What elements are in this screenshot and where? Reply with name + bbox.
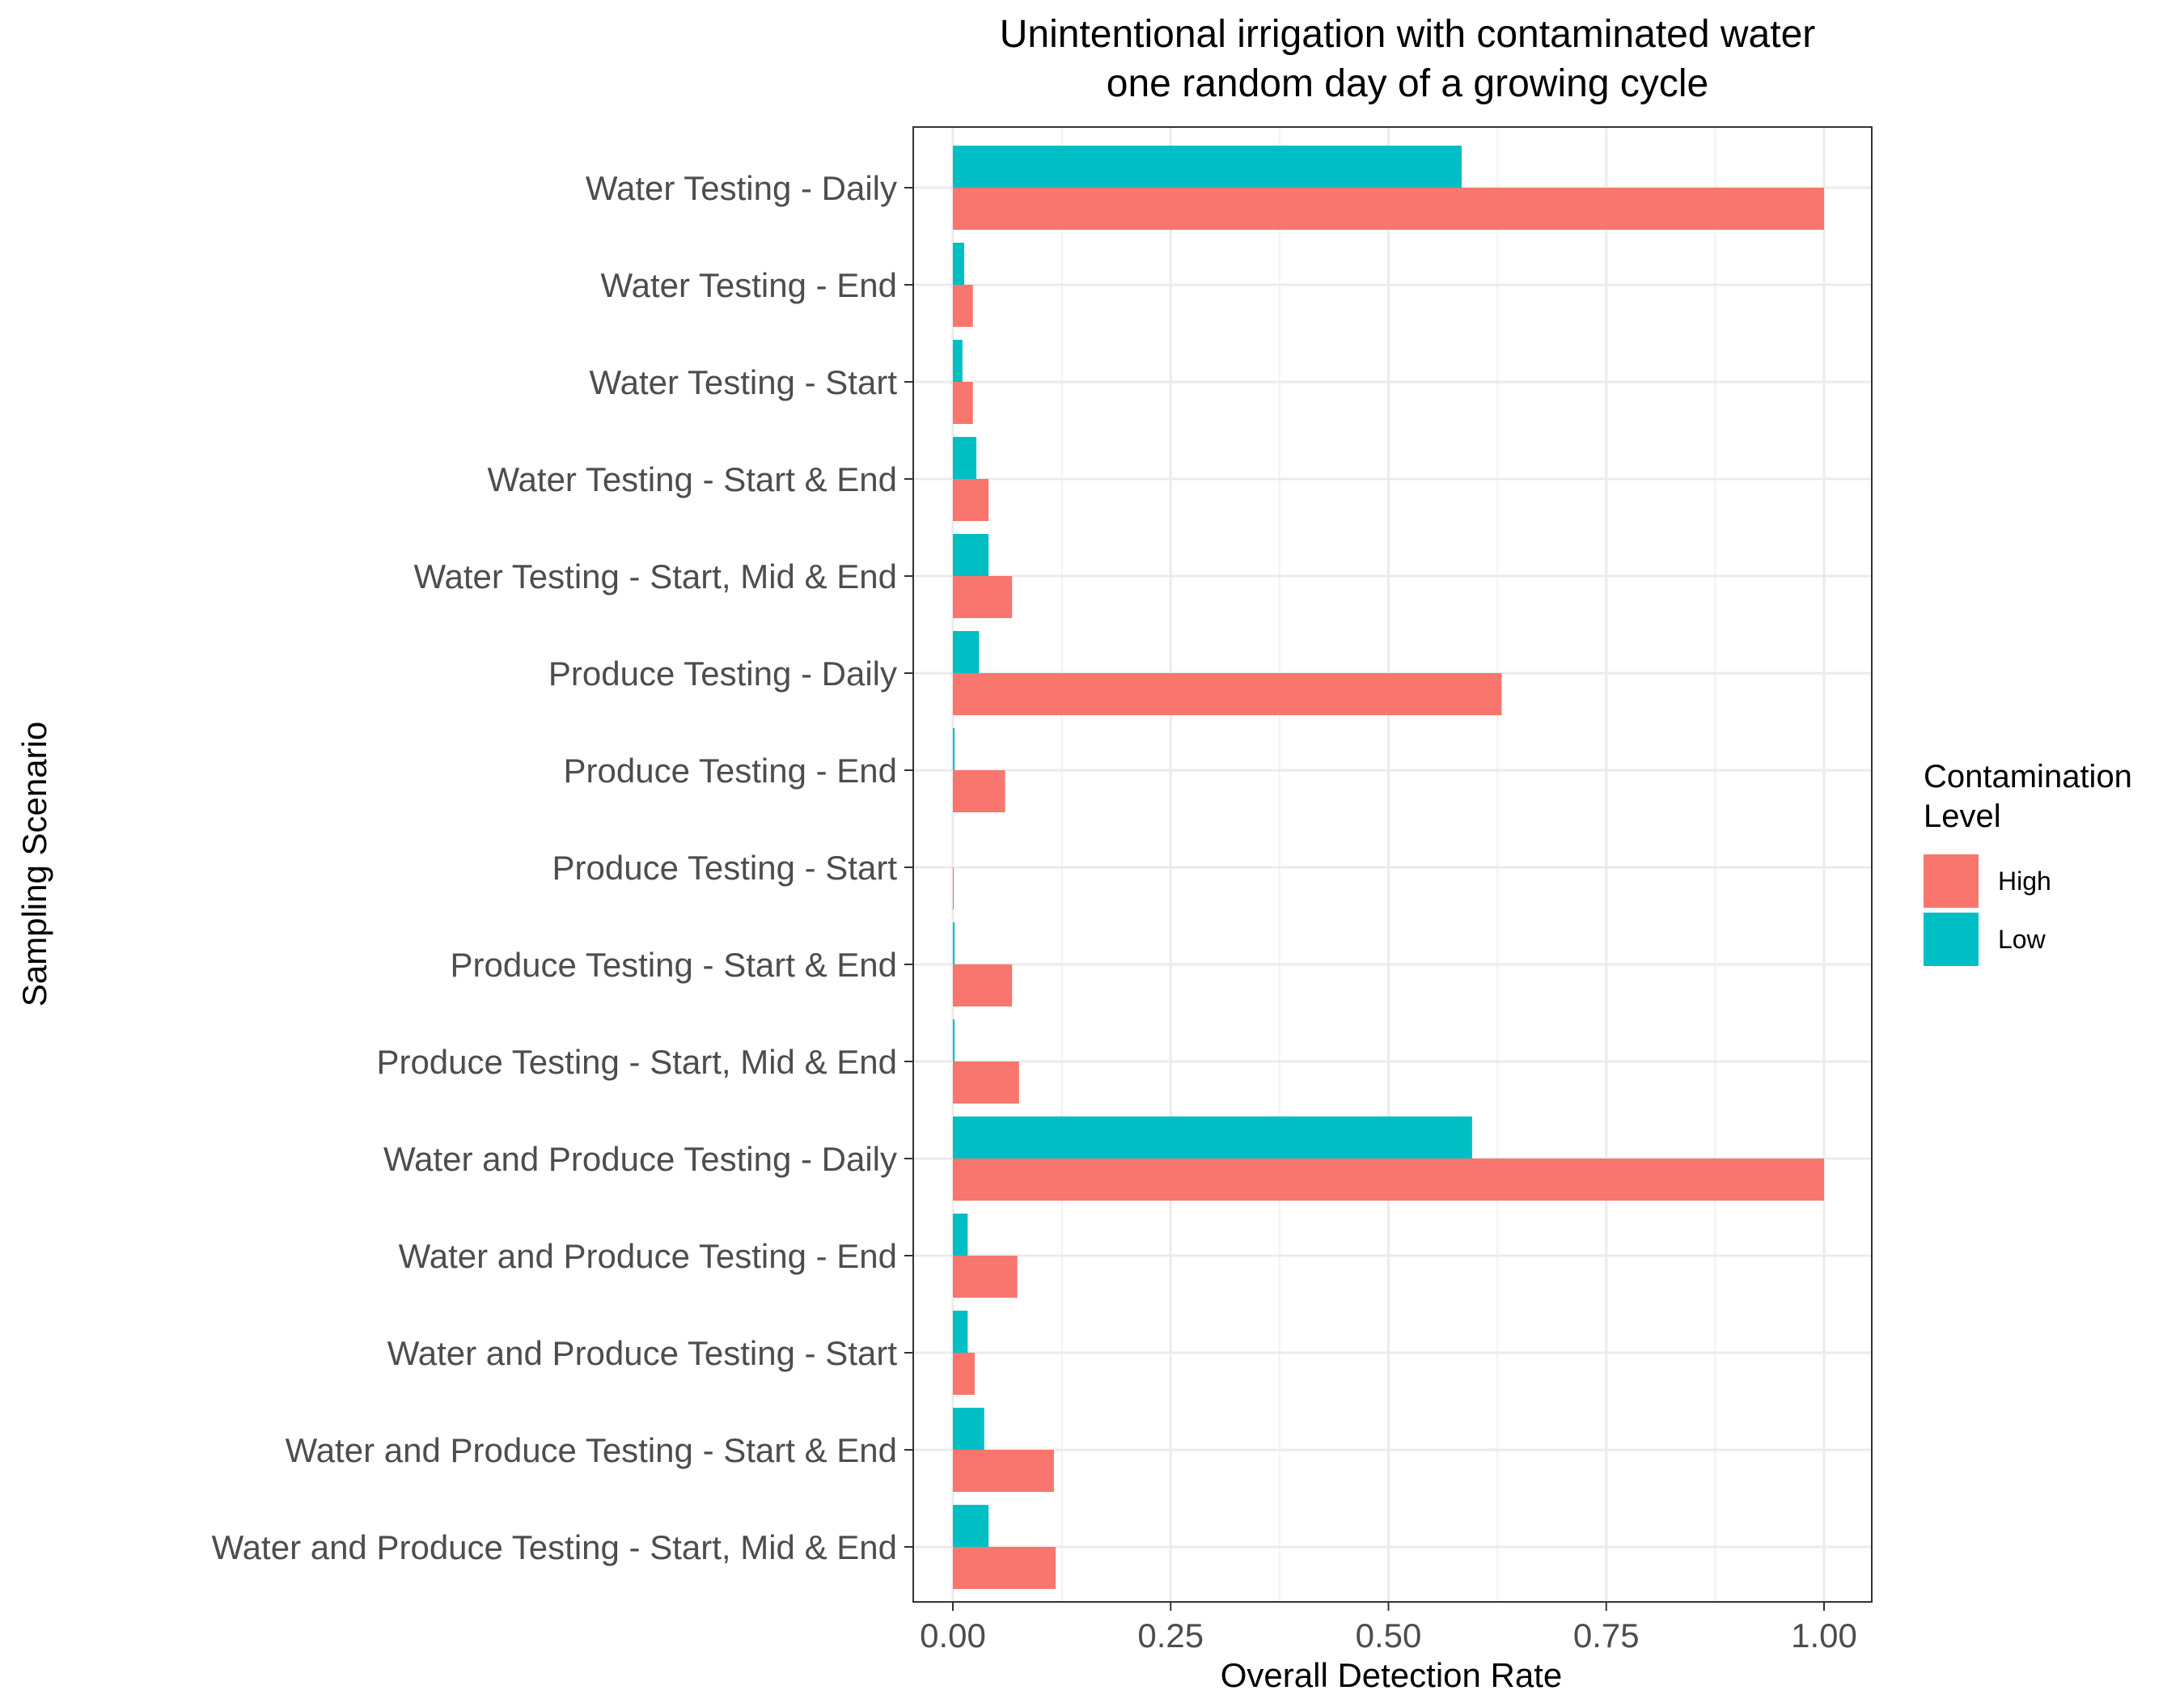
- bar-low: [953, 1019, 955, 1061]
- legend-title-line1: Contamination: [1924, 759, 2132, 794]
- legend-key-low: [1924, 913, 1979, 966]
- x-tick-label: 0.50: [1356, 1616, 1422, 1655]
- bar-high: [953, 576, 1013, 618]
- y-tick-label: Produce Testing - Start: [552, 849, 898, 887]
- bar-low: [953, 631, 980, 673]
- y-tick-label: Water Testing - End: [601, 266, 898, 304]
- x-tick-label: 0.25: [1137, 1616, 1204, 1655]
- bar-low: [953, 1505, 989, 1547]
- legend-label-low: Low: [1998, 925, 2046, 954]
- bar-low: [953, 437, 977, 479]
- x-tick-label: 1.00: [1791, 1616, 1857, 1655]
- bar-high: [953, 964, 1013, 1006]
- legend-key-high: [1924, 854, 1979, 908]
- y-tick-label: Water Testing - Start: [590, 363, 898, 401]
- bar-high: [953, 1159, 1824, 1201]
- y-tick-label: Water and Produce Testing - Start: [387, 1334, 898, 1372]
- plot-background: [913, 127, 1872, 1602]
- bar-high: [953, 1450, 1054, 1492]
- x-axis-title: Overall Detection Rate: [1221, 1656, 1563, 1694]
- plot-area: [912, 126, 1873, 1603]
- bar-high: [953, 770, 1005, 812]
- bar-high: [953, 1547, 1056, 1589]
- y-tick-label: Water and Produce Testing - Start & End: [286, 1431, 897, 1469]
- bar-low: [953, 534, 989, 576]
- bar-high: [953, 188, 1824, 230]
- bar-low: [953, 728, 955, 770]
- bar-high: [953, 1061, 1019, 1104]
- bar-high: [953, 867, 954, 909]
- y-tick-label: Water and Produce Testing - Start, Mid &…: [212, 1528, 897, 1566]
- y-axis: Water Testing - Daily Water Testing - End…: [212, 169, 913, 1566]
- bar-high: [953, 479, 989, 521]
- bar-high: [953, 382, 973, 424]
- bar-high: [953, 1353, 975, 1395]
- bar-high: [953, 673, 1502, 715]
- y-axis-title: Sampling Scenario: [15, 722, 53, 1007]
- y-tick-label: Water Testing - Start & End: [487, 460, 897, 498]
- legend: Contamination Level High Low: [1924, 759, 2132, 966]
- bar-low: [953, 1214, 968, 1256]
- chart-subtitle: one random day of a growing cycle: [1107, 62, 1708, 105]
- x-axis: 0.00 0.25 0.50 0.75 1.00: [920, 1602, 1857, 1655]
- y-tick-label: Water Testing - Daily: [586, 169, 897, 207]
- legend-title-line2: Level: [1924, 799, 2001, 834]
- bar-low: [953, 1311, 968, 1353]
- y-tick-label: Water and Produce Testing - End: [399, 1237, 897, 1275]
- y-tick-label: Water and Produce Testing - Daily: [383, 1140, 897, 1178]
- bar-low: [953, 340, 963, 382]
- y-tick-label: Produce Testing - Start & End: [450, 946, 897, 984]
- x-tick-label: 0.75: [1573, 1616, 1640, 1655]
- y-tick-label: Produce Testing - Daily: [548, 655, 897, 693]
- bars: [953, 146, 1824, 1589]
- bar-high: [953, 285, 973, 327]
- bar-low: [953, 1408, 984, 1450]
- grid: [913, 127, 1872, 1602]
- y-tick-label: Produce Testing - Start, Mid & End: [376, 1043, 897, 1081]
- bar-low: [953, 922, 955, 964]
- bar-high: [953, 1256, 1018, 1298]
- y-tick-label: Produce Testing - End: [564, 752, 897, 790]
- bar-low: [953, 146, 1462, 188]
- y-tick-label: Water Testing - Start, Mid & End: [413, 557, 897, 595]
- bar-low: [953, 243, 965, 285]
- legend-label-high: High: [1998, 866, 2051, 896]
- bar-low: [953, 1116, 1472, 1159]
- x-tick-label: 0.00: [920, 1616, 986, 1655]
- chart-title: Unintentional irrigation with contaminat…: [1000, 13, 1816, 56]
- plot-border: [912, 126, 1873, 1603]
